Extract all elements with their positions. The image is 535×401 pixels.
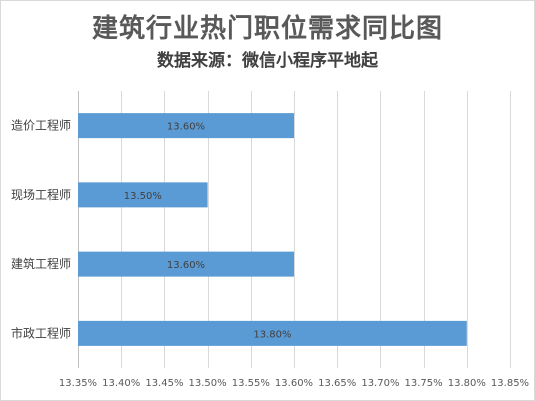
chart-subtitle: 数据来源：微信小程序平地起 xyxy=(157,51,378,71)
x-tick-label: 13.55% xyxy=(232,378,270,389)
x-tick-label: 13.45% xyxy=(145,378,183,389)
bar xyxy=(78,251,294,277)
data-label: 13.50% xyxy=(124,191,162,202)
x-tick-label: 13.60% xyxy=(275,378,313,389)
data-label: 13.80% xyxy=(253,329,291,340)
category-label: 建筑工程师 xyxy=(11,256,71,271)
x-tick-label: 13.65% xyxy=(318,378,356,389)
data-label: 13.60% xyxy=(167,122,205,133)
x-tick-label: 13.85% xyxy=(491,378,529,389)
x-tick-label: 13.80% xyxy=(448,378,486,389)
bar xyxy=(78,320,467,346)
bar xyxy=(78,113,294,139)
x-tick-label: 13.70% xyxy=(361,378,399,389)
bar xyxy=(78,182,208,208)
labels: 13.35% 13.40% 13.45% 13.50% 13.55% 13.60% 13.6… xyxy=(11,118,529,389)
x-tick-label: 13.75% xyxy=(405,378,443,389)
x-tick-label: 13.40% xyxy=(102,378,140,389)
category-label: 市政工程师 xyxy=(11,325,71,340)
data-label: 13.60% xyxy=(167,260,205,271)
category-label: 造价工程师 xyxy=(11,118,71,133)
chart-title: 建筑行业热门职位需求同比图 xyxy=(91,14,443,44)
x-tick-label: 13.35% xyxy=(59,378,97,389)
category-label: 现场工程师 xyxy=(11,187,71,202)
x-tick-label: 13.50% xyxy=(189,378,227,389)
bars xyxy=(78,113,467,346)
